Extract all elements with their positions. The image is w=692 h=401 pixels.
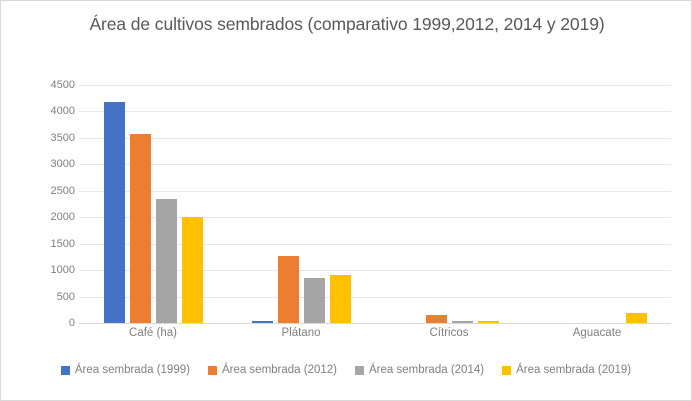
legend-swatch-icon (355, 365, 364, 375)
legend-item[interactable]: Área sembrada (2014) (355, 364, 484, 376)
bar[interactable] (103, 102, 125, 323)
bar[interactable] (181, 216, 203, 323)
legend-swatch-icon (207, 365, 217, 375)
bars-layer (79, 85, 671, 323)
legend-label: Área sembrada (1999) (74, 364, 190, 376)
gridline (79, 164, 671, 166)
legend-item[interactable]: Área sembrada (1999) (60, 364, 190, 376)
bar-group (375, 85, 523, 323)
bar[interactable] (425, 315, 447, 323)
x-axis-tick-labels: Café (ha) Plátano Cítricos Aguacate (79, 327, 671, 339)
bar-group (227, 85, 375, 323)
gridline (79, 137, 671, 139)
y-axis-tick-label: 3500 (50, 131, 75, 144)
y-axis-tick-label: 1500 (50, 237, 75, 250)
bar[interactable] (251, 320, 273, 323)
legend-label: Área sembrada (2012) (221, 364, 337, 376)
chart-title: Área de cultivos sembrados (comparativo … (89, 14, 605, 34)
bar-group-inner (227, 85, 375, 323)
y-axis-tick-label: 500 (56, 290, 75, 303)
gridline (79, 296, 671, 298)
legend-item[interactable]: Área sembrada (2012) (207, 364, 337, 376)
gridlines: 4500 4000 3500 3000 2500 2000 1500 1000 500 0 (47, 79, 671, 329)
legend-item[interactable]: Área sembrada (2019) (502, 364, 631, 376)
bar-group (523, 85, 671, 323)
x-axis-tick-label: Plátano (281, 327, 321, 339)
plot-area: 4500 4000 3500 3000 2500 2000 1500 1000 500 0 (47, 79, 671, 329)
gridline (79, 270, 671, 272)
x-axis-tick-label: Cítricos (429, 327, 469, 339)
bar[interactable] (303, 277, 325, 323)
legend-label: Área sembrada (2019) (516, 364, 632, 376)
gridline (79, 323, 671, 324)
y-axis-tick-label: 2000 (50, 211, 75, 224)
y-axis-tick-label: 4000 (50, 105, 75, 118)
bar[interactable] (451, 320, 473, 323)
bar[interactable] (625, 313, 647, 323)
legend-label: Área sembrada (2014) (369, 364, 485, 376)
gridline (79, 111, 671, 113)
y-axis-tick-label: 2500 (50, 184, 75, 197)
bar[interactable] (277, 256, 299, 323)
gridline (79, 243, 671, 245)
gridline (79, 217, 671, 219)
y-axis-tick-label: 3000 (50, 158, 75, 171)
bar-group-inner (79, 85, 227, 323)
bar-group (79, 85, 227, 323)
bar-group-inner (375, 85, 523, 323)
bar[interactable] (477, 321, 499, 323)
x-axis-tick-label: Café (ha) (129, 327, 177, 339)
chart-legend: Área sembrada (1999) Área sembrada (2012)… (1, 364, 691, 376)
gridline (79, 190, 671, 192)
y-axis-tick-label: 1000 (50, 264, 75, 277)
legend-swatch-icon (60, 365, 70, 375)
x-axis-tick-label: Aguacate (572, 327, 622, 339)
bar[interactable] (129, 134, 151, 323)
bar[interactable] (329, 275, 351, 323)
y-axis-tick-label: 4500 (50, 79, 75, 91)
bar-group-inner (523, 85, 671, 323)
legend-swatch-icon (502, 365, 512, 375)
bar[interactable] (155, 199, 177, 323)
y-axis-tick-label: 0 (68, 317, 75, 329)
gridline (79, 85, 671, 86)
